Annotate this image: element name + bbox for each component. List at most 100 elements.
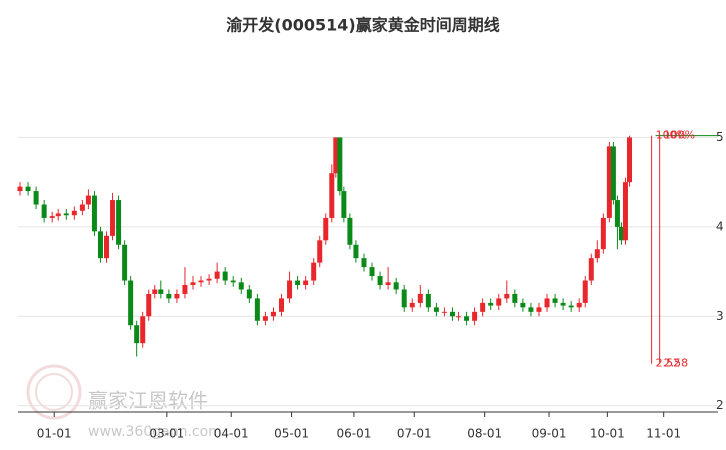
x-tick-label: 05-01 bbox=[274, 427, 309, 441]
candle-body bbox=[582, 280, 588, 303]
candle-body bbox=[104, 235, 110, 259]
candle-body bbox=[214, 271, 220, 279]
candle-body bbox=[576, 302, 582, 308]
candle-body bbox=[441, 311, 447, 313]
candle-body bbox=[128, 280, 134, 326]
time-line-top-label: 100% bbox=[656, 129, 687, 142]
candle-body bbox=[588, 258, 594, 281]
candle-body bbox=[323, 217, 329, 241]
candle-body bbox=[110, 200, 116, 236]
candle-body bbox=[134, 325, 140, 344]
candle-body bbox=[329, 173, 335, 218]
candle-body bbox=[91, 195, 97, 232]
candle-body bbox=[122, 244, 128, 281]
candle-body bbox=[480, 302, 486, 312]
candle-body bbox=[140, 316, 146, 344]
candle-body bbox=[333, 137, 339, 174]
candle-body bbox=[377, 276, 383, 286]
candle-body bbox=[206, 278, 212, 281]
time-line-bottom-label: 2.52 bbox=[656, 357, 681, 370]
candle-body bbox=[568, 305, 574, 308]
candle-body bbox=[174, 293, 180, 299]
candle-body bbox=[254, 298, 260, 321]
watermark-logo bbox=[26, 364, 82, 420]
candle-body bbox=[85, 195, 91, 205]
candle-body bbox=[606, 146, 612, 218]
candle-body bbox=[262, 316, 268, 321]
x-tick-label: 11-01 bbox=[646, 427, 681, 441]
x-tick-label: 06-01 bbox=[336, 427, 371, 441]
candle-body bbox=[97, 231, 103, 259]
candle-body bbox=[464, 316, 470, 321]
x-tick-label: 07-01 bbox=[397, 427, 432, 441]
x-tick-label: 10-01 bbox=[590, 427, 625, 441]
x-tick-label: 04-01 bbox=[214, 427, 249, 441]
candle-body bbox=[353, 244, 359, 259]
chart-title: 渝开发(000514)赢家黄金时间周期线 bbox=[226, 16, 499, 35]
candle-body bbox=[55, 213, 61, 217]
candle-body bbox=[311, 262, 317, 281]
y-tick-label: 2 bbox=[716, 398, 724, 412]
candle-body bbox=[449, 311, 455, 317]
candle-body bbox=[116, 200, 122, 245]
y-tick-label: 4 bbox=[716, 219, 724, 233]
candle-body bbox=[552, 298, 558, 303]
candle-body bbox=[222, 271, 228, 281]
watermark-name: 赢家江恩软件 bbox=[88, 389, 208, 413]
candle-body bbox=[295, 280, 301, 286]
candle-body bbox=[158, 289, 164, 294]
candle-body bbox=[287, 280, 293, 299]
candle-body bbox=[369, 267, 375, 277]
candle-body bbox=[347, 217, 353, 245]
watermark-url: www.360gann.com bbox=[88, 424, 222, 440]
x-tick-label: 01-01 bbox=[37, 427, 72, 441]
candle-body bbox=[594, 249, 600, 259]
candle-body bbox=[230, 280, 236, 283]
candle-body bbox=[626, 137, 632, 183]
candle-body bbox=[71, 210, 77, 216]
candle-body bbox=[25, 186, 31, 192]
candle-body bbox=[456, 316, 462, 318]
candle-body bbox=[146, 293, 152, 317]
y-tick-label: 3 bbox=[716, 309, 724, 323]
candle-body bbox=[317, 240, 323, 263]
candle-body bbox=[17, 186, 23, 192]
candle-body bbox=[337, 137, 343, 192]
x-tick-label: 08-01 bbox=[467, 427, 502, 441]
candle-body bbox=[33, 191, 39, 205]
candle-body bbox=[385, 282, 391, 286]
candle-body bbox=[63, 213, 69, 216]
candle-body bbox=[409, 302, 415, 308]
candle-body bbox=[610, 146, 616, 201]
candle-body bbox=[433, 307, 439, 312]
candle-body bbox=[520, 302, 526, 308]
candle-body bbox=[166, 293, 172, 299]
x-tick-label: 09-01 bbox=[532, 427, 567, 441]
time-line-bottom-label: 2.58 bbox=[664, 357, 689, 370]
candle-body bbox=[425, 293, 431, 308]
candle-body bbox=[600, 217, 606, 250]
candle-body bbox=[182, 285, 188, 294]
candle-body bbox=[622, 182, 628, 241]
candle-body bbox=[528, 307, 534, 312]
candle-body bbox=[198, 280, 204, 283]
candle-body bbox=[544, 298, 550, 308]
candle-body bbox=[361, 258, 367, 268]
candle-body bbox=[618, 226, 624, 241]
candle-body bbox=[238, 282, 244, 290]
candle-body bbox=[614, 200, 620, 227]
candle-body bbox=[472, 311, 478, 321]
candle-body bbox=[190, 282, 196, 286]
candle-body bbox=[401, 289, 407, 308]
candle-body bbox=[341, 191, 347, 218]
candle-body bbox=[393, 282, 399, 290]
candle-body bbox=[49, 216, 55, 218]
candle-body bbox=[41, 204, 47, 218]
candle-body bbox=[303, 280, 309, 286]
candle-body bbox=[496, 298, 502, 306]
candle-body bbox=[417, 293, 423, 303]
candle-body bbox=[79, 204, 85, 211]
candle-body bbox=[270, 311, 276, 317]
candle-body bbox=[504, 293, 510, 299]
candle-body bbox=[488, 302, 494, 306]
